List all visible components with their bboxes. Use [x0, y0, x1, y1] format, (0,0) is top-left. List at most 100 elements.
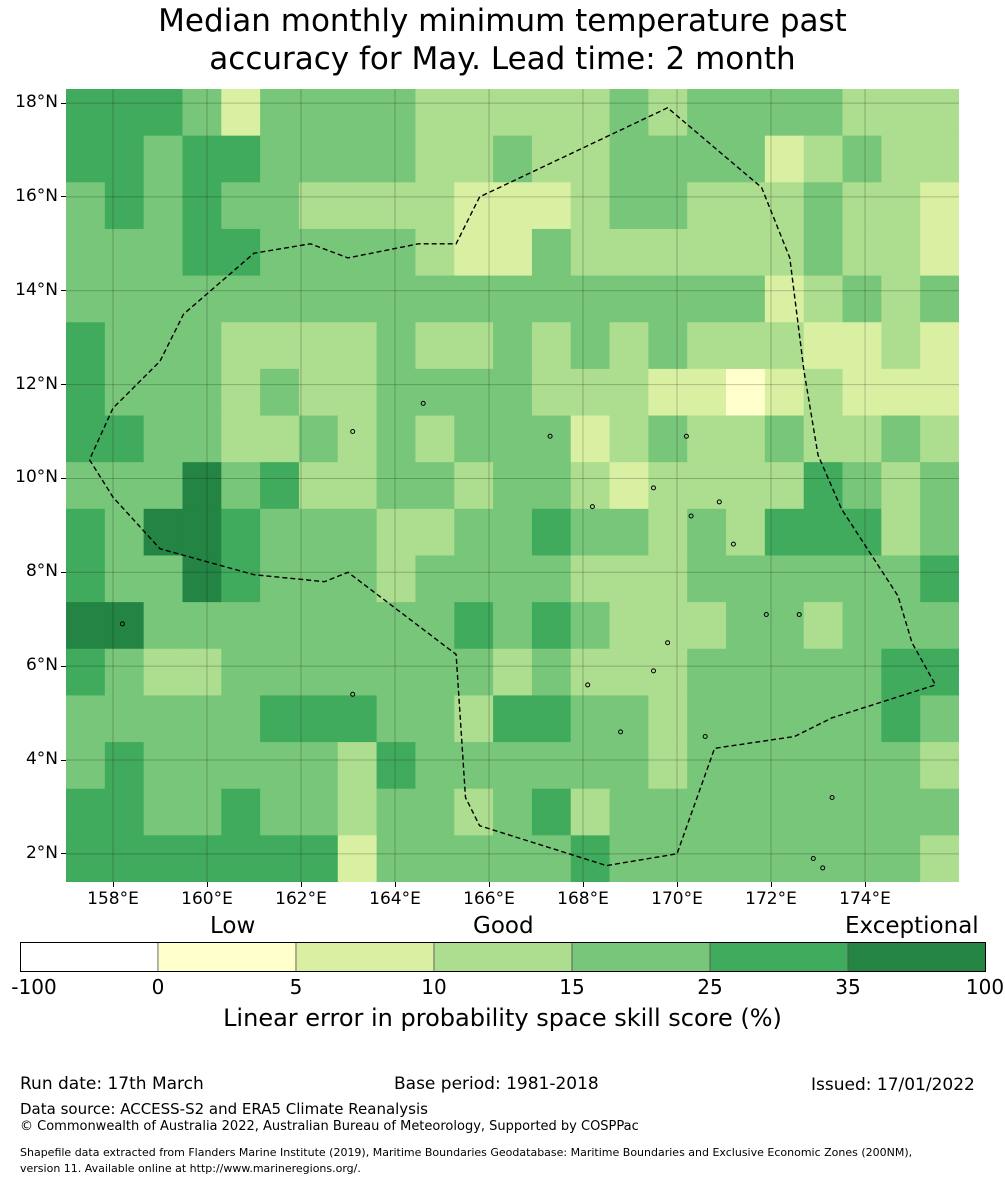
skill-cell: [531, 368, 572, 417]
skill-cell: [842, 228, 882, 277]
skill-cell: [415, 508, 455, 557]
skill-cell: [221, 835, 261, 882]
skill-cell: [143, 648, 184, 697]
skill-cell: [803, 648, 844, 697]
skill-cell: [726, 135, 766, 183]
skill-cell: [803, 508, 844, 557]
skill-cell: [182, 695, 222, 743]
skill-cell: [376, 462, 417, 510]
skill-cell: [920, 555, 959, 603]
skill-cell: [803, 835, 844, 882]
skill-cell: [260, 695, 300, 743]
skill-cell: [66, 602, 106, 650]
run-date: Run date: 17th March: [20, 1074, 204, 1094]
skill-cell: [920, 322, 959, 370]
lat-tick-mark: [61, 665, 66, 667]
skill-cell: [260, 322, 300, 370]
skill-cell: [143, 322, 184, 370]
skill-cell: [493, 835, 533, 882]
skill-cell: [260, 135, 300, 183]
lat-tick-mark: [61, 477, 66, 479]
skill-cell: [66, 182, 106, 230]
shapefile-credit-line-2: version 11. Available online at http://w…: [20, 1162, 361, 1175]
skill-cell: [687, 182, 727, 230]
lat-tick-mark: [61, 102, 66, 104]
colorbar-frame: [20, 942, 986, 972]
skill-cell: [648, 135, 688, 183]
skill-cell: [687, 368, 727, 417]
skill-cell: [66, 555, 106, 603]
skill-cell: [570, 788, 611, 836]
skill-cell: [881, 555, 921, 603]
lat-tick-label: 8°N: [25, 561, 58, 582]
skill-cell: [764, 742, 805, 790]
skill-cell: [104, 322, 145, 370]
skill-cell: [454, 415, 494, 463]
skill-cell: [920, 648, 959, 697]
skill-cell: [531, 415, 572, 463]
colorbar-segment: [709, 942, 849, 972]
skill-cell: [298, 89, 339, 137]
base-period: Base period: 1981-2018: [394, 1074, 599, 1094]
island-outline: [702, 734, 708, 740]
skill-cell: [182, 648, 222, 697]
colorbar-tick-label: 0: [151, 975, 165, 999]
skill-cell: [454, 648, 494, 697]
skill-cell: [182, 322, 222, 370]
lon-tick-label: 166°E: [463, 889, 515, 909]
skill-cell: [648, 368, 688, 417]
skill-cell: [920, 602, 959, 650]
skill-cell: [803, 322, 844, 370]
skill-cell: [842, 462, 882, 510]
skill-cell: [104, 89, 145, 137]
skill-cell: [221, 89, 261, 137]
skill-cell: [376, 742, 417, 790]
island-outline: [683, 433, 689, 439]
lon-tick-label: 168°E: [557, 889, 609, 909]
skill-cell: [920, 742, 959, 790]
skill-cell: [454, 135, 494, 183]
island-outline: [420, 400, 426, 406]
skill-cell: [104, 415, 145, 463]
skill-cell: [415, 695, 455, 743]
skill-cell: [920, 462, 959, 510]
skill-cell: [726, 835, 766, 882]
skill-cell: [337, 462, 378, 510]
skill-cell: [143, 368, 184, 417]
skill-cell: [454, 368, 494, 417]
skill-cell: [726, 89, 766, 137]
skill-cell: [182, 742, 222, 790]
island-outline: [763, 612, 769, 618]
skill-cell: [66, 648, 106, 697]
skill-cell: [376, 368, 417, 417]
skill-cell: [531, 462, 572, 510]
skill-cell: [415, 788, 455, 836]
skill-cell: [337, 695, 378, 743]
skill-cell: [842, 275, 882, 323]
graticule: [66, 89, 959, 882]
skill-cell: [182, 508, 222, 557]
skill-cell: [803, 788, 844, 836]
skill-cell: [493, 742, 533, 790]
skill-cell: [609, 368, 649, 417]
skill-cell: [531, 695, 572, 743]
skill-cell: [842, 182, 882, 230]
skill-cell: [182, 135, 222, 183]
skill-cell: [570, 742, 611, 790]
skill-cell: [881, 742, 921, 790]
lat-tick-mark: [61, 290, 66, 292]
skill-cell: [803, 182, 844, 230]
skill-cell: [881, 508, 921, 557]
colorbar-segment: [157, 942, 297, 972]
eez-boundary-line: [88, 106, 937, 867]
skill-cell: [454, 275, 494, 323]
map-title-line-1: Median monthly minimum temperature past: [158, 3, 847, 39]
colorbar-header-exceptional: Exceptional: [845, 913, 979, 939]
skill-cell: [609, 742, 649, 790]
skill-cell: [764, 89, 805, 137]
skill-cell: [376, 135, 417, 183]
skill-cell: [182, 368, 222, 417]
skill-cell: [376, 182, 417, 230]
skill-cell: [182, 462, 222, 510]
skill-cell: [687, 135, 727, 183]
